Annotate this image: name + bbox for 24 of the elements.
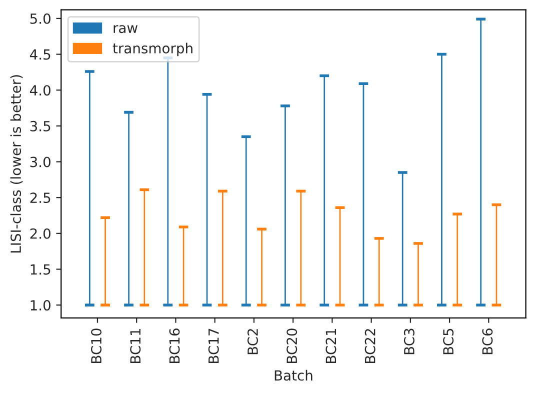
y-tick-label: 2.5 bbox=[30, 192, 50, 204]
y-tick-label: 4.0 bbox=[30, 85, 50, 96]
x-tick-label: BC6 bbox=[482, 328, 493, 354]
legend-label: raw bbox=[114, 25, 138, 34]
y-tick-label: 3.5 bbox=[30, 120, 50, 132]
y-tick-label: 5.0 bbox=[30, 13, 50, 24]
x-tick-label: BC22 bbox=[364, 329, 376, 363]
x-tick-label: BC16 bbox=[169, 328, 180, 363]
x-tick-label: BC3 bbox=[404, 328, 414, 354]
y-axis-title: LISI-class (lower is better) bbox=[10, 75, 23, 252]
y-tick-label: 1.0 bbox=[30, 300, 50, 311]
x-axis-title: Batch bbox=[274, 370, 312, 381]
y-tick-label: 2.0 bbox=[30, 228, 50, 239]
legend-label: transmorph bbox=[112, 42, 192, 56]
x-tick-label: BC10 bbox=[91, 328, 102, 363]
x-tick-label: BC5 bbox=[443, 328, 454, 354]
x-tick-label: BC20 bbox=[286, 328, 298, 363]
x-tick-label: BC2 bbox=[247, 329, 258, 354]
x-tick-label: BC11 bbox=[130, 328, 141, 363]
y-tick-label: 3.0 bbox=[30, 156, 50, 168]
x-tick-label: BC21 bbox=[326, 328, 336, 363]
y-tick-label: 1.5 bbox=[30, 264, 50, 275]
x-tick-label: BC17 bbox=[208, 328, 219, 363]
y-tick-label: 4.5 bbox=[30, 49, 50, 60]
